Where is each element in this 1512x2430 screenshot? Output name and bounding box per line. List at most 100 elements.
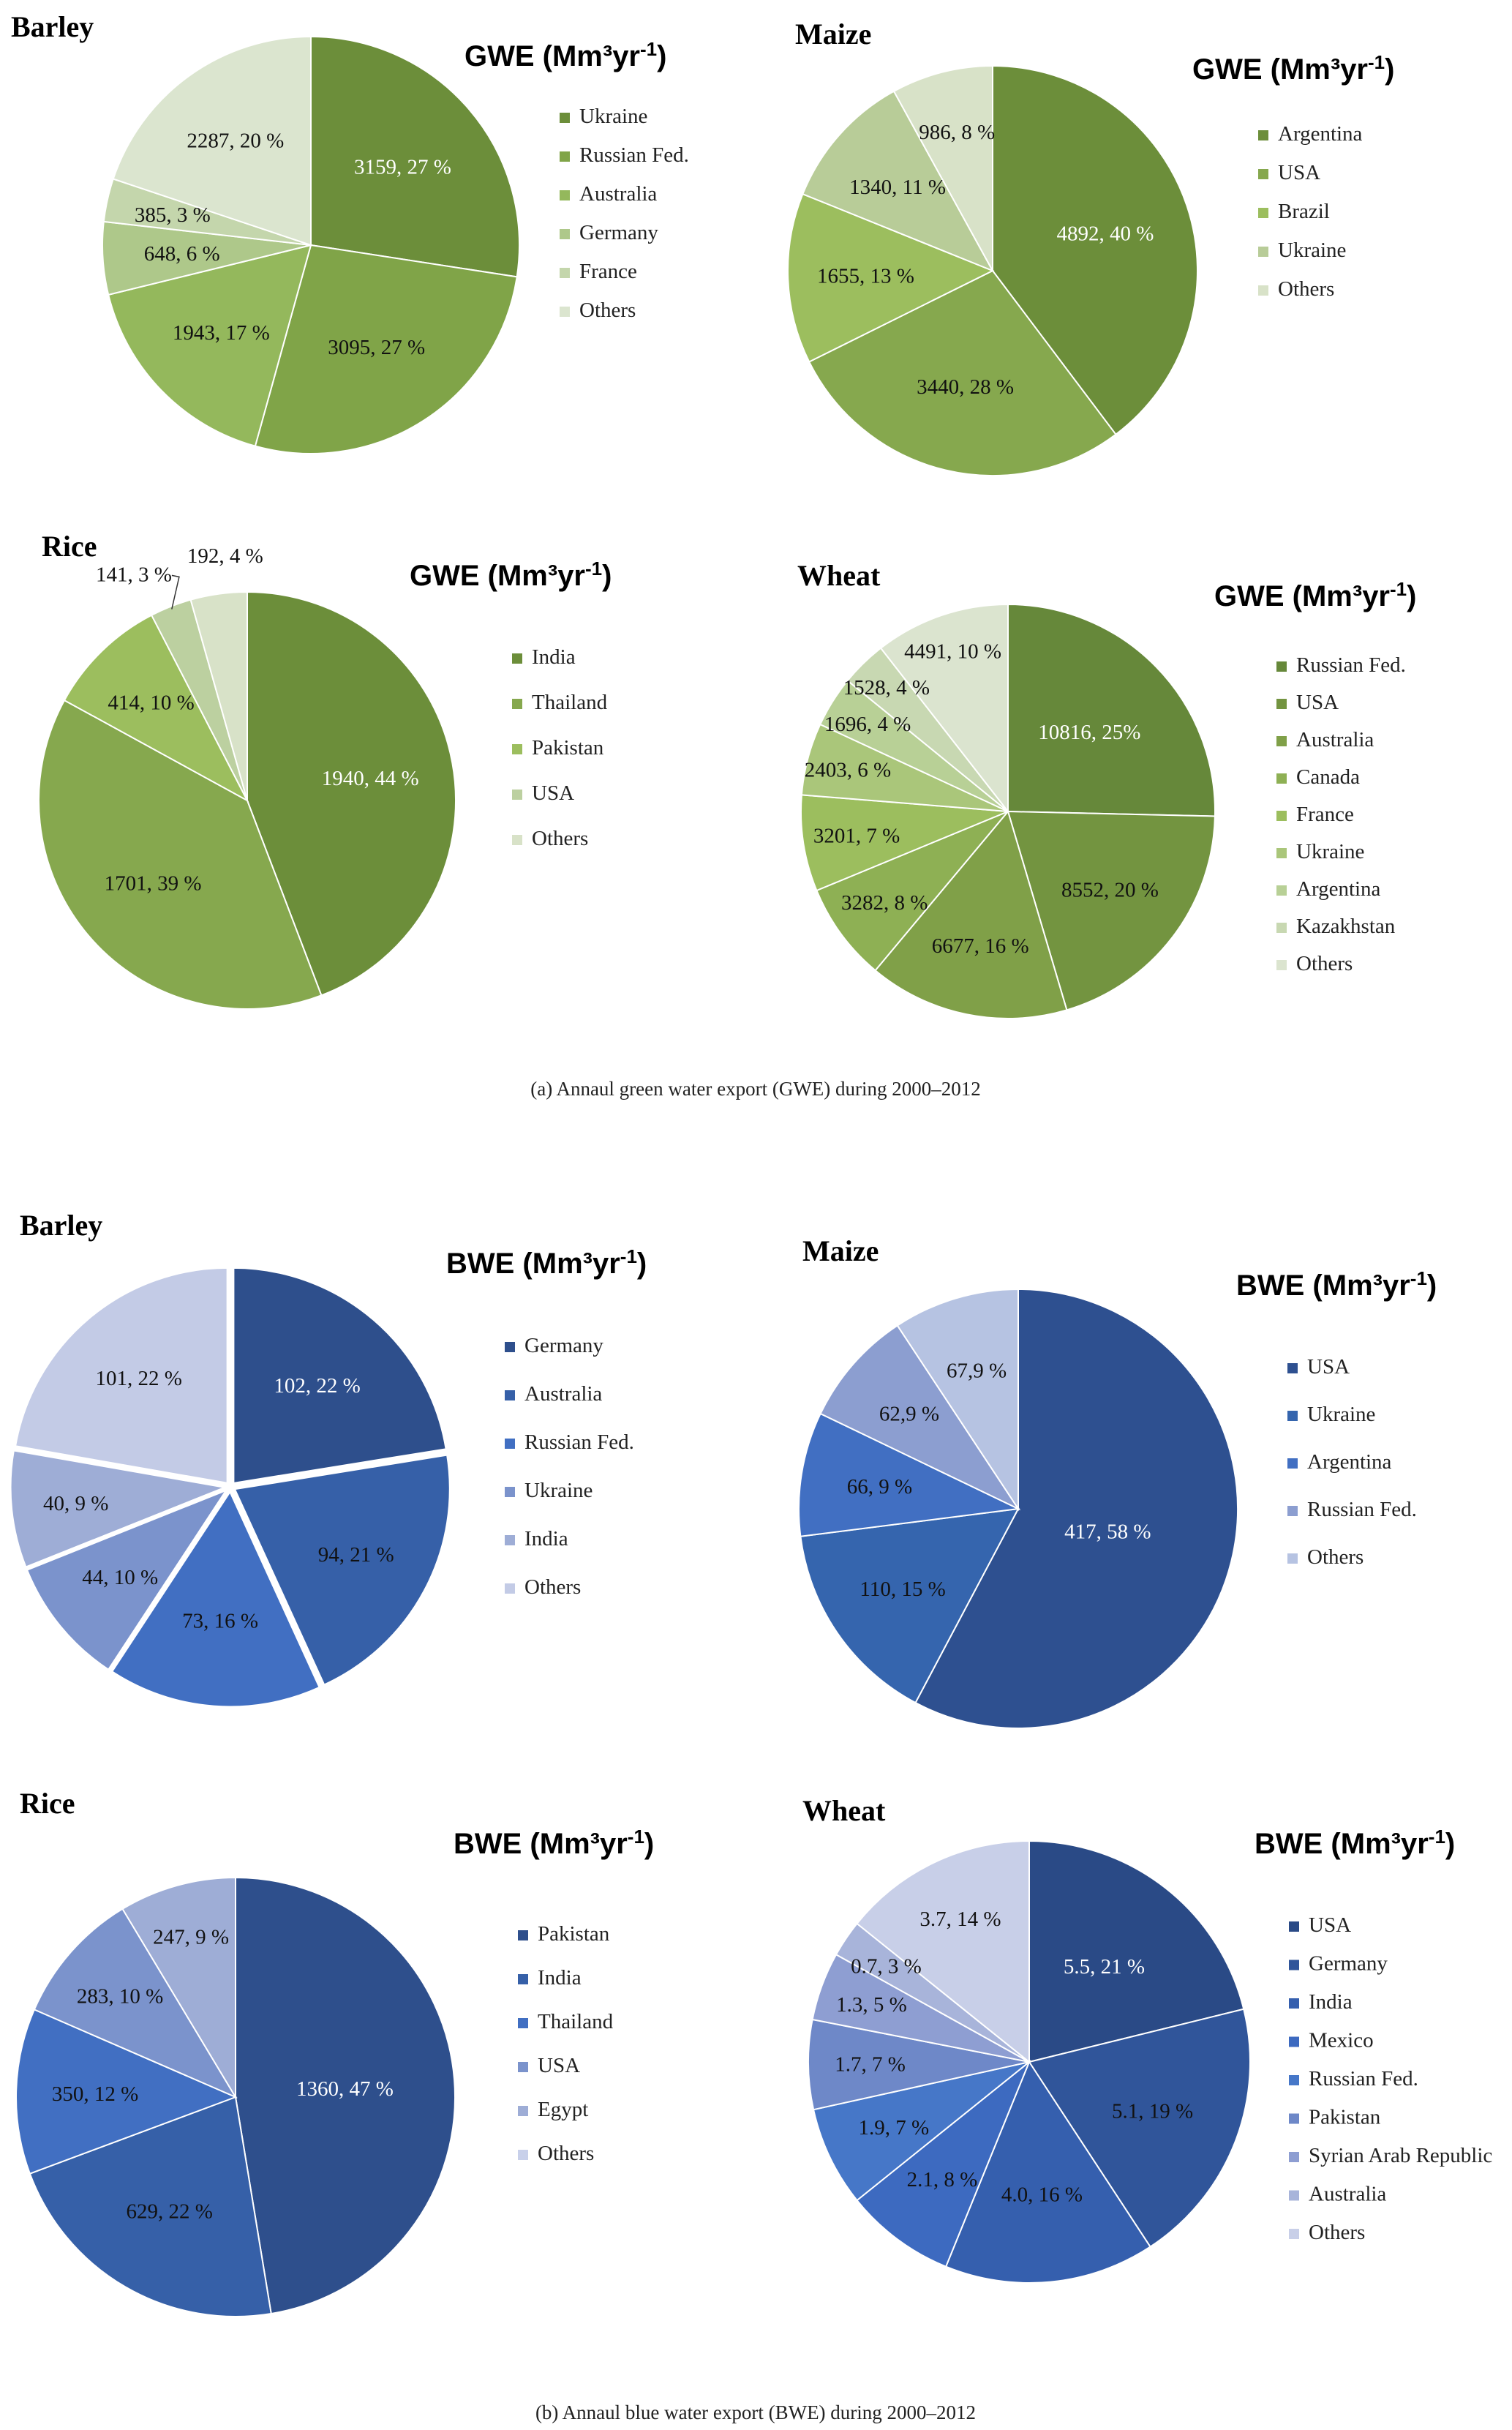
legend-swatch <box>1287 1363 1298 1373</box>
caption-b: (b) Annaul blue water export (BWE) durin… <box>535 2401 976 2423</box>
pie-slice-germany <box>1028 2008 1251 2248</box>
data-label: 94, 21 % <box>318 1543 394 1567</box>
pie-slice-egypt <box>121 1876 236 2100</box>
legend-swatch <box>1289 2229 1299 2239</box>
legend-swatch <box>1258 130 1268 140</box>
legend-label: India <box>532 645 576 669</box>
legend-label: Thailand <box>538 2010 614 2033</box>
pie-slice-russian-fed <box>819 1324 1020 1511</box>
legend-label: Others <box>538 2142 594 2165</box>
legend-label: Pakistan <box>532 736 604 760</box>
data-label: 6677, 16 % <box>932 934 1029 958</box>
data-label: 66, 9 % <box>847 1475 912 1499</box>
legend-label: Pakistan <box>538 1922 610 1946</box>
data-label: 247, 9 % <box>153 1925 229 1949</box>
legend-label: Germany <box>1309 1952 1388 1976</box>
legend-label: Ukraine <box>579 105 647 128</box>
pie-slice-others <box>892 64 993 271</box>
legend-swatch <box>1258 285 1268 296</box>
pie-slice-usa <box>914 1288 1239 1729</box>
legend-label: Kazakhstan <box>1296 915 1396 938</box>
pie-slice-others <box>879 603 1009 814</box>
legend-label: Australia <box>1296 728 1374 751</box>
legend-label: Pakistan <box>1309 2106 1381 2129</box>
pie-chart-bwe-rice: Rice BWE (Mm³yr-1) 1360, 47 % 629, 22 % 350,… <box>15 1787 654 2317</box>
pie-slice-india <box>944 2060 1151 2284</box>
data-label: 0.7, 3 % <box>851 1955 922 1979</box>
legend-label: Canada <box>1296 765 1360 789</box>
legend-swatch <box>1289 2152 1299 2162</box>
data-label: 414, 10 % <box>108 691 194 714</box>
chart-unit-title: BWE (Mm³yr-1) <box>1236 1267 1437 1302</box>
legend-label: Argentina <box>1278 122 1363 146</box>
legend-swatch <box>505 1439 515 1449</box>
pie-slice-thailand <box>38 699 323 1010</box>
pie-chart-bwe-barley: Barley BWE (Mm³yr-1) 102, 22 % 94, 21 % 73, … <box>9 1209 647 1709</box>
legend-swatch <box>1289 2113 1299 2124</box>
data-label: 2403, 6 % <box>805 758 891 781</box>
pie-slice-usa <box>33 1908 238 2099</box>
pie-slice-australia <box>874 809 1068 1019</box>
legend-label: Argentina <box>1307 1450 1392 1474</box>
data-label: 1696, 4 % <box>824 713 911 736</box>
data-label: 4892, 40 % <box>1057 222 1154 246</box>
legend-label: Ukraine <box>1307 1403 1375 1426</box>
pie-chart-gwe-maize: Maize GWE (Mm³yr-1) 4892, 40 % 3440, 28 % 16… <box>787 18 1394 476</box>
pie-slice-others <box>112 35 312 247</box>
chart-title: Rice <box>20 1787 75 1820</box>
data-label: 1943, 17 % <box>173 321 270 345</box>
data-label: 62,9 % <box>879 1403 939 1426</box>
legend-swatch <box>1258 208 1268 218</box>
data-label: 5.5, 21 % <box>1064 1955 1145 1979</box>
legend-label: Others <box>532 827 588 850</box>
legend-label: Russian Fed. <box>1309 2067 1418 2090</box>
pie-slice-others <box>856 1840 1030 2064</box>
legend-swatch <box>1276 661 1287 672</box>
data-label: 1655, 13 % <box>817 265 914 288</box>
legend-label: Thailand <box>532 691 608 714</box>
data-label: 1701, 39 % <box>105 871 202 895</box>
pie-slice-pakistan <box>235 1876 456 2315</box>
legend-swatch <box>560 268 570 278</box>
pie-chart-gwe-barley: Barley GWE (Mm³yr-1) 3159, 27 % 3095, 27 % 1… <box>11 10 689 454</box>
legend-swatch <box>1276 885 1287 896</box>
legend-swatch <box>1276 699 1287 709</box>
data-label: 385, 3 % <box>135 203 211 227</box>
legend-swatch <box>1276 848 1287 858</box>
legend-swatch <box>560 113 570 123</box>
pie-slice-india <box>247 590 456 997</box>
legend-swatch <box>1289 2036 1299 2047</box>
legend-swatch <box>505 1390 515 1400</box>
data-label: 629, 22 % <box>126 2200 212 2224</box>
legend-swatch <box>1287 1553 1298 1564</box>
pie-slice-others <box>189 590 248 801</box>
legend-label: USA <box>1296 691 1339 714</box>
legend-label: USA <box>1309 1913 1351 1937</box>
legend-label: Russian Fed. <box>579 143 689 167</box>
legend-label: Ukraine <box>1296 840 1364 863</box>
data-label: 4.0, 16 % <box>1001 2183 1083 2206</box>
legend-label: USA <box>1307 1355 1350 1379</box>
data-label: 1360, 47 % <box>296 2077 394 2101</box>
data-label: 1.7, 7 % <box>835 2053 906 2077</box>
legend-swatch <box>1276 811 1287 821</box>
legend-label: Argentina <box>1296 877 1381 901</box>
pie-chart-gwe-rice: Rice GWE (Mm³yr-1) 1940, 44 % 1701, 39 % 414… <box>38 530 612 1010</box>
legend-swatch <box>518 1930 528 1940</box>
legend-label: Others <box>1296 952 1353 975</box>
data-label: 73, 16 % <box>182 1609 258 1632</box>
legend-label: USA <box>538 2054 580 2077</box>
pie-slice-mexico <box>856 2059 1031 2268</box>
chart-title: Wheat <box>802 1794 886 1827</box>
legend-swatch <box>1276 960 1287 970</box>
pie-slice-usa <box>1028 1840 1245 2063</box>
data-label: 5.1, 19 % <box>1112 2099 1193 2123</box>
legend-swatch <box>1289 1960 1299 1970</box>
legend-label: Ukraine <box>524 1479 593 1502</box>
data-label: 1340, 11 % <box>849 176 946 199</box>
legend-swatch <box>560 229 570 239</box>
data-label: 102, 22 % <box>274 1374 360 1398</box>
data-label: 3095, 27 % <box>328 336 425 359</box>
data-label: 10816, 25% <box>1038 721 1140 744</box>
pie-slice-russian-fed <box>110 1488 322 1709</box>
